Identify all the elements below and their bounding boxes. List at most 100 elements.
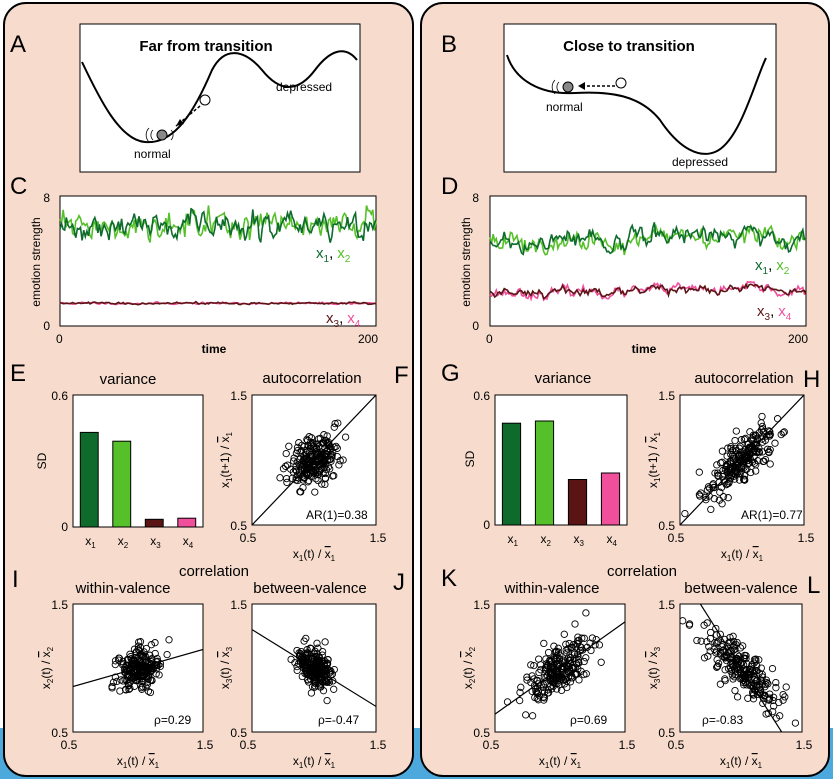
scatter-point: [516, 688, 524, 697]
y-tick-top: 1.5: [658, 389, 675, 403]
scatter-point: [723, 480, 732, 488]
bar-label-x4: x4: [607, 532, 618, 548]
ball-outline-icon: [615, 77, 627, 89]
scatter-point: [781, 693, 789, 701]
scatter-point: [597, 658, 605, 666]
chart-title: autocorrelation: [694, 370, 793, 387]
scatter-point: [163, 650, 171, 659]
scatter-point: [550, 678, 558, 687]
scatter-point: [741, 651, 749, 660]
scatter-point: [293, 646, 301, 655]
scatter-point: [769, 696, 777, 705]
x-axis-label: x1(t) / x1: [721, 547, 764, 563]
scatter-point: [323, 696, 331, 705]
scatter-point: [311, 660, 319, 668]
scatter-point: [739, 475, 748, 484]
fit-line: [495, 621, 625, 715]
x-tick-right: 200: [788, 332, 808, 346]
x-tick-left: 0.5: [483, 738, 500, 752]
scatter-point: [700, 654, 709, 662]
scatter-point: [523, 676, 531, 684]
scatter-point: [308, 472, 316, 481]
scatter-point: [336, 457, 344, 465]
bar-label-x2: x2: [541, 532, 552, 548]
scatter-point: [145, 659, 153, 667]
y-tick-bottom: 0: [61, 520, 68, 534]
scatter-point: [780, 428, 788, 436]
scatter-point: [553, 685, 561, 693]
scatter-point: [331, 419, 339, 428]
scatter-point: [534, 696, 543, 704]
scatter-point: [516, 696, 524, 705]
scatter-point: [549, 662, 557, 670]
scatter-point: [721, 675, 729, 683]
scatter-point: [712, 649, 720, 657]
y-tick-top: 1.5: [230, 389, 247, 403]
bar-label-x2: x2: [118, 534, 129, 550]
scatter-point: [132, 648, 141, 656]
scatter-point: [324, 439, 332, 448]
scatter-point: [762, 710, 770, 718]
scatter-point: [565, 639, 573, 648]
scatter-point: [695, 468, 703, 476]
scatter-point: [310, 468, 318, 476]
landscape-b-title: Close to transition: [563, 38, 695, 55]
scatter-point: [563, 649, 571, 657]
scatter-point: [750, 659, 758, 667]
x-tick-left: 0.5: [668, 738, 685, 752]
scatter-point: [282, 449, 290, 458]
scatter-point: [332, 442, 340, 451]
scatter-point: [312, 466, 320, 474]
scatter-point: [307, 644, 315, 653]
time-series-c: 8 0 0 200 time emotion strength x1, x2 x3…: [29, 191, 378, 356]
scatter-point: [151, 649, 159, 658]
scatter-point: [577, 643, 585, 652]
scatter-point: [544, 689, 553, 697]
scatter-point: [544, 686, 552, 694]
scatter-point: [555, 671, 563, 679]
scatter-point: [732, 427, 740, 435]
scatter-point: [302, 634, 310, 643]
series-line-x1: [489, 222, 807, 256]
panel-letter-d: D: [441, 173, 458, 200]
scatter-k: within-valence 1.5 0.50.5 1.5 ρ=0.69 x1(t) /…: [461, 580, 636, 770]
scatter-point: [552, 648, 561, 656]
stat-label: AR(1)=0.38: [306, 508, 368, 522]
chart-title: autocorrelation: [262, 370, 361, 387]
scatter-point: [279, 465, 288, 473]
y-axis-label: SD: [35, 452, 49, 469]
scatter-point: [731, 645, 739, 653]
scatter-point: [753, 434, 761, 443]
scatter-point: [728, 671, 737, 679]
scatter-point: [142, 644, 151, 653]
scatter-point: [779, 429, 787, 437]
scatter-point: [718, 500, 726, 508]
scatter-point: [540, 639, 548, 648]
scatter-point: [749, 436, 757, 445]
landscape-b-depressed-label: depressed: [672, 155, 728, 169]
chart-title: variance: [100, 371, 157, 388]
scatter-point: [309, 439, 317, 447]
scatter-point: [316, 676, 325, 684]
scatter-point: [139, 672, 148, 681]
scatter-point: [727, 647, 735, 655]
scatter-point: [714, 659, 723, 668]
scatter-point: [573, 640, 581, 648]
scatter-point: [756, 681, 764, 689]
scatter-point: [562, 640, 570, 648]
chart-title: within-valence: [503, 580, 599, 597]
ball-outline-icon: [199, 94, 211, 106]
bar-label-x1: x1: [508, 532, 519, 548]
stat-label: ρ=0.69: [570, 713, 608, 727]
scatter-point: [563, 667, 571, 675]
legend-d-bottom: x3, x4: [757, 303, 792, 323]
scatter-point: [768, 664, 777, 673]
x-axis-label: x1(t) / x1: [720, 754, 763, 770]
x-tick-left: 0: [56, 332, 63, 346]
scatter-point: [731, 686, 739, 695]
scatter-point: [146, 667, 155, 675]
scatter-point: [320, 459, 328, 468]
scatter-point: [772, 678, 780, 687]
y-tick-bottom: 0: [483, 518, 490, 532]
x-tick-left: 0.5: [668, 531, 685, 545]
